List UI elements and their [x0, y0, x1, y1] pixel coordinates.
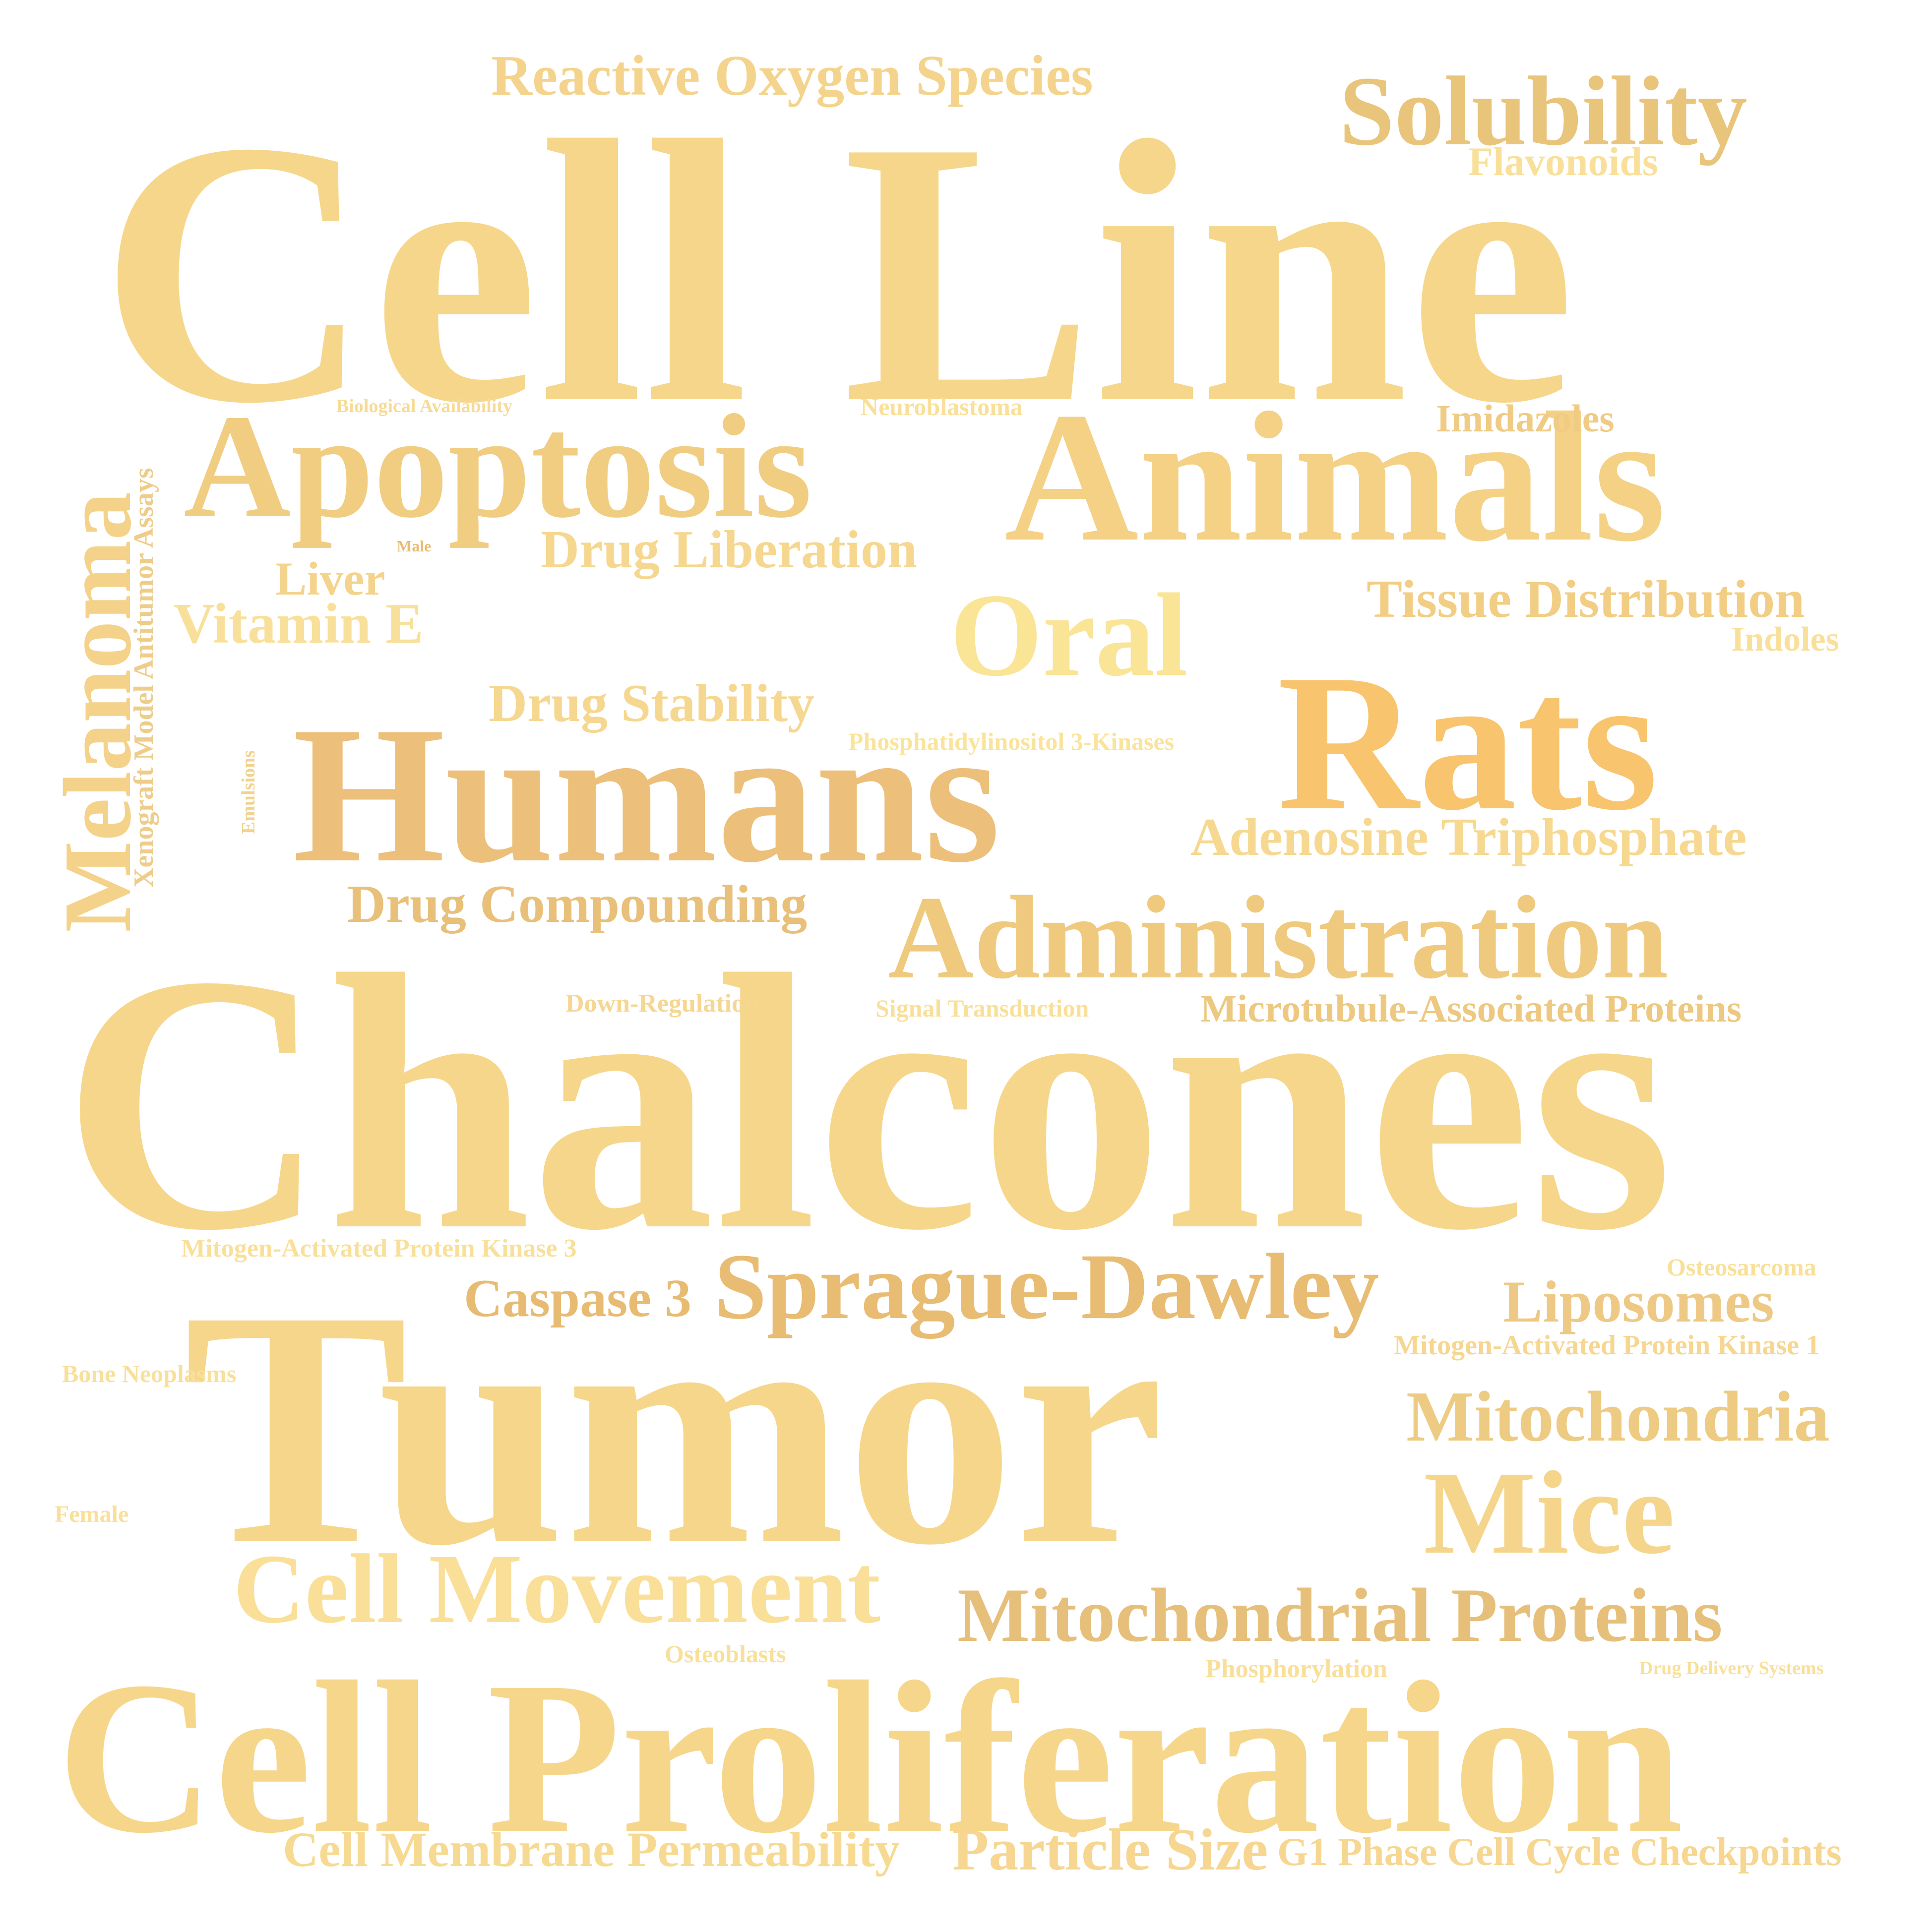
word-down-regulation: Down-Regulation: [565, 989, 759, 1018]
word-sprague-dawley: Sprague-Dawley: [714, 1235, 1379, 1339]
word-particle-size: Particle Size: [952, 1816, 1268, 1882]
word-drug-delivery-systems: Drug Delivery Systems: [1639, 1658, 1824, 1679]
word-cell-membrane-permeability: Cell Membrane Permeability: [283, 1822, 900, 1877]
word-chalcones: Chalcones: [62, 900, 1673, 1306]
word-cell-proliferation: Cell Proliferation: [57, 1637, 1683, 1878]
word-administration: Administration: [888, 871, 1669, 1003]
word-female: Female: [55, 1501, 129, 1527]
word-mitochondrial-proteins: Mitochondrial Proteins: [957, 1572, 1723, 1658]
word-apoptosis: Apoptosis: [184, 384, 812, 548]
word-indoles: Indoles: [1731, 620, 1839, 659]
word-signal-transduction: Signal Transduction: [875, 994, 1089, 1022]
word-bone-neoplasms: Bone Neoplasms: [62, 1360, 237, 1388]
word-solubility: Solubility: [1339, 57, 1747, 166]
word-phosphatidylinositol: Phosphatidylinositol 3-Kinases: [848, 727, 1175, 755]
word-drug-liberation: Drug Liberation: [541, 520, 918, 579]
word-mitochondria: Mitochondria: [1406, 1377, 1830, 1456]
word-osteoblasts: Osteoblasts: [665, 1640, 786, 1668]
word-humans: Humans: [293, 686, 1000, 903]
word-imidazoles: Imidazoles: [1436, 397, 1615, 440]
word-flavonoids: Flavonoids: [1468, 139, 1658, 184]
word-mapk3: Mitogen-Activated Protein Kinase 3: [181, 1234, 577, 1263]
word-g1-phase: G1 Phase Cell Cycle Checkpoints: [1277, 1830, 1842, 1874]
word-drug-stability: Drug Stability: [489, 674, 815, 733]
word-cell-line: Cell Line: [99, 64, 1576, 481]
word-mice: Mice: [1424, 1447, 1675, 1578]
word-caspase-3: Caspase 3: [464, 1269, 692, 1328]
word-animals: Animals: [1004, 374, 1666, 580]
word-biological-availability: Biological Availability: [336, 396, 513, 417]
word-cell-movement: Cell Movement: [233, 1534, 881, 1644]
word-phosphorylation: Phosphorylation: [1205, 1655, 1387, 1683]
word-vitamin-e: Vitamin E: [174, 592, 424, 655]
word-neuroblastoma: Neuroblastoma: [861, 393, 1023, 421]
word-rats: Rats: [1277, 634, 1659, 851]
word-xenograft: Xenograft Model Antitumor Assays: [128, 468, 159, 888]
word-drug-compounding: Drug Compounding: [347, 875, 808, 934]
word-emulsions: Emulsions: [238, 750, 259, 834]
word-reactive-oxygen-species: Reactive Oxygen Species: [491, 44, 1093, 107]
word-male: Male: [397, 537, 432, 555]
word-liver: Liver: [275, 552, 385, 605]
word-mapk1: Mitogen-Activated Protein Kinase 1: [1394, 1330, 1820, 1361]
word-tissue-distribution: Tissue Distribution: [1367, 570, 1805, 629]
word-adenosine-triphosphate: Adenosine Triphosphate: [1190, 808, 1747, 867]
word-tumor: Tumor: [184, 1241, 1165, 1615]
word-osteosarcoma: Osteosarcoma: [1667, 1253, 1816, 1281]
word-microtubule-associated-proteins: Microtubule-Associated Proteins: [1200, 987, 1742, 1030]
word-oral: Oral: [950, 569, 1188, 701]
word-liposomes: Liposomes: [1503, 1268, 1774, 1334]
